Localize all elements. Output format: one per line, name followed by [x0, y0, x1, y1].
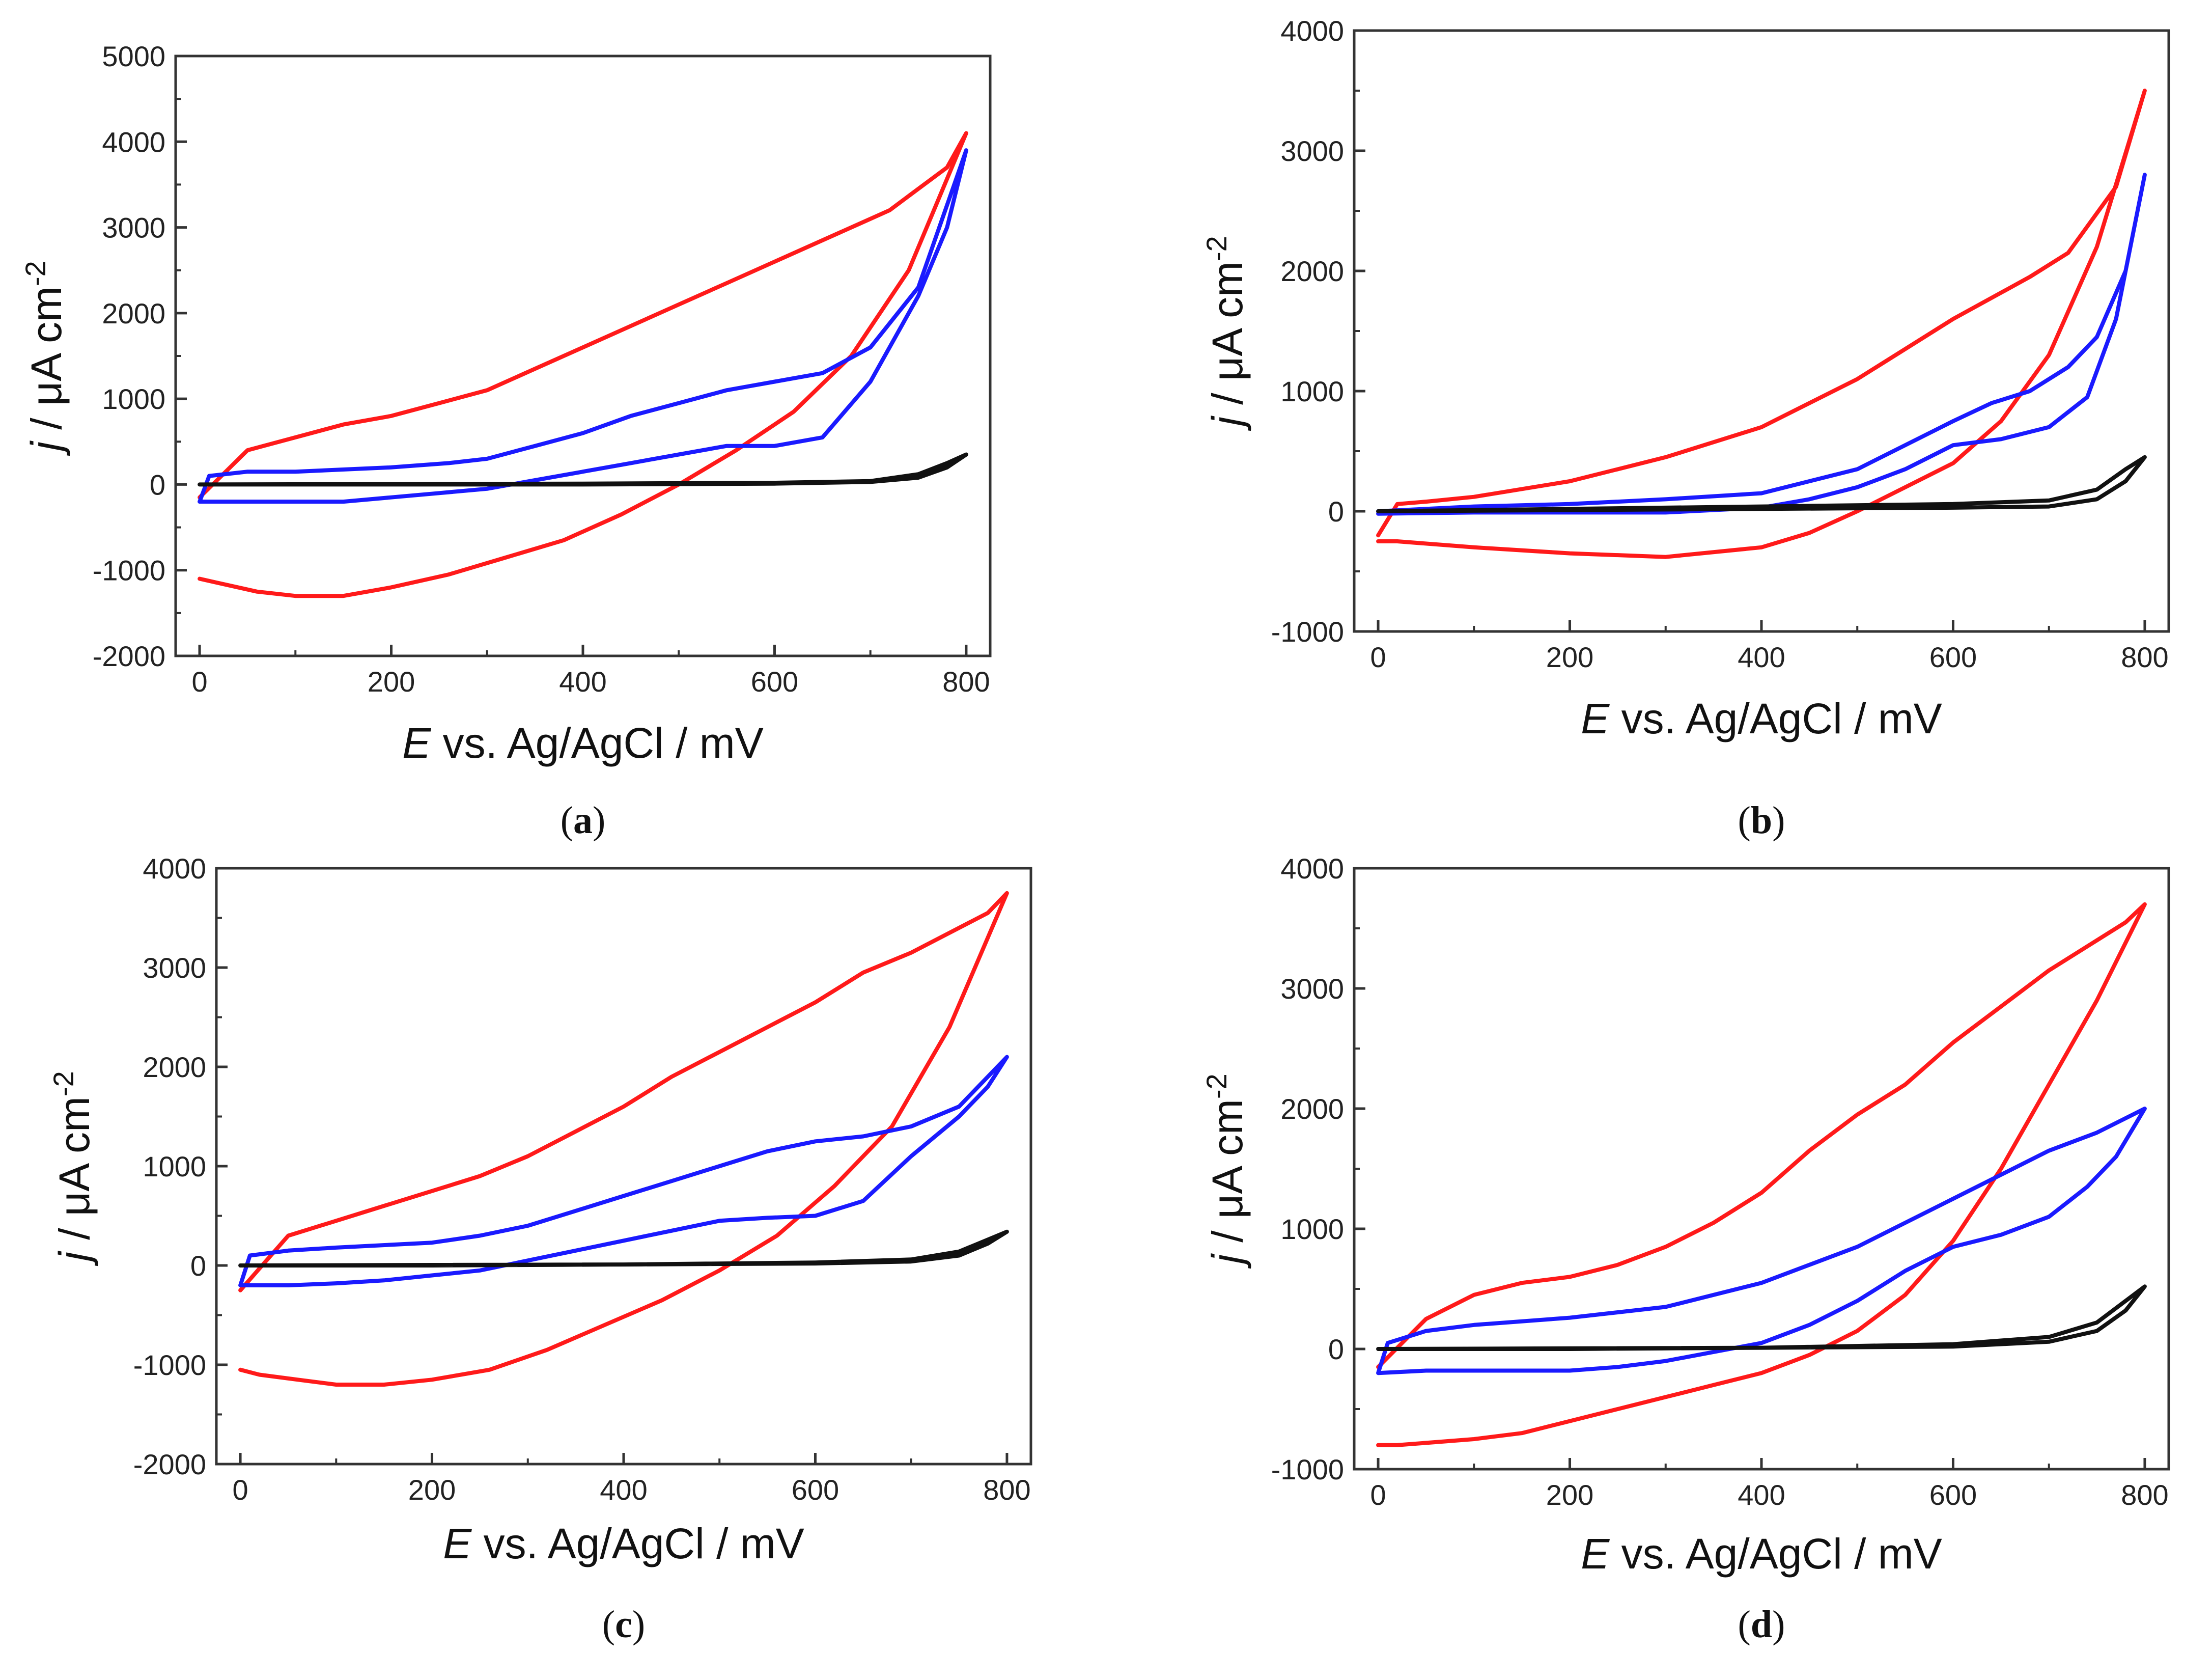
- plot-frame: [215, 867, 1032, 1466]
- plot-frame: [1353, 29, 2170, 633]
- x-axis-title: E vs. Ag/AgCl / mV: [1581, 695, 1942, 742]
- blue-cv-curve: [198, 148, 968, 504]
- panel-a: 0 200 400 600 800 -2000 -1000 0 1000 2000 3000 4000…: [19, 40, 992, 842]
- x-tick-label: 600: [792, 1474, 839, 1506]
- x-axis-title: E vs. Ag/AgCl / mV: [443, 1520, 804, 1567]
- axis-ticks: 0 200 400 600 800 -2000 -1000 0 1000 2000 3000 4000: [133, 852, 1031, 1506]
- panel-caption: (d): [1738, 1603, 1785, 1646]
- x-tick-label: 200: [1546, 641, 1593, 673]
- x-tick-label: 200: [1546, 1479, 1593, 1511]
- y-tick-label: 3000: [1280, 135, 1344, 167]
- y-tick-label: 3000: [102, 212, 165, 244]
- blue-cv-curve: [238, 1055, 1009, 1287]
- panel-caption: (c): [602, 1603, 645, 1646]
- axis-ticks: 0 200 400 600 800 -2000 -1000 0 1000 2000 3000 4000…: [93, 40, 990, 698]
- curves: [238, 891, 1009, 1387]
- y-tick-label: -1000: [93, 555, 165, 587]
- y-tick-label: -1000: [133, 1349, 206, 1381]
- plot-frame: [1353, 867, 2170, 1471]
- y-tick-label: -2000: [93, 640, 165, 672]
- x-axis-title: E vs. Ag/AgCl / mV: [1581, 1530, 1942, 1578]
- black-cv-curve: [1376, 1284, 2147, 1351]
- blue-cv-curve: [1376, 1107, 2147, 1375]
- y-tick-label: 3000: [143, 952, 206, 984]
- x-tick-label: 800: [2121, 1479, 2168, 1511]
- x-axis-title: E vs. Ag/AgCl / mV: [402, 719, 764, 767]
- black-cv-curve: [1376, 455, 2147, 513]
- y-tick-label: 4000: [143, 852, 206, 885]
- panel-c: 0 200 400 600 800 -2000 -1000 0 1000 2000 3000 4000…: [47, 852, 1032, 1646]
- panel-caption: (a): [561, 799, 606, 842]
- y-tick-label: 1000: [1280, 1213, 1344, 1245]
- blue-cv-curve: [1376, 173, 2147, 516]
- y-tick-label: 4000: [1280, 852, 1344, 885]
- x-tick-label: 0: [1370, 1479, 1386, 1511]
- panel-d: 0 200 400 600 800 -1000 0 1000 2000 3000 4000 E vs…: [1200, 852, 2170, 1646]
- panel-b: 0 200 400 600 800 -1000 0 1000 2000 3000 4000 E vs…: [1200, 15, 2170, 842]
- curves: [198, 131, 968, 598]
- x-tick-label: 800: [942, 666, 990, 698]
- red-cv-curve: [1376, 89, 2147, 559]
- red-cv-curve: [238, 891, 1009, 1387]
- panel-caption: (b): [1738, 799, 1785, 842]
- y-tick-label: 2000: [143, 1051, 206, 1083]
- black-cv-curve: [198, 452, 968, 487]
- y-tick-label: 1000: [143, 1150, 206, 1182]
- y-axis-title: j / μA cm-2: [1200, 1073, 1252, 1269]
- x-tick-label: 600: [1929, 641, 1977, 673]
- axis-ticks: 0 200 400 600 800 -1000 0 1000 2000 3000 4000: [1271, 15, 2169, 673]
- y-tick-label: 0: [190, 1250, 206, 1282]
- red-cv-curve: [198, 131, 968, 598]
- curves: [1376, 89, 2147, 559]
- x-tick-label: 200: [368, 666, 415, 698]
- x-tick-label: 0: [191, 666, 207, 698]
- y-tick-label: 2000: [1280, 255, 1344, 287]
- x-tick-label: 800: [983, 1474, 1030, 1506]
- y-axis-title: j / μA cm-2: [1200, 236, 1252, 431]
- x-tick-label: 600: [751, 666, 798, 698]
- x-tick-label: 600: [1929, 1479, 1977, 1511]
- y-tick-label: -1000: [1271, 616, 1344, 648]
- y-tick-label: 4000: [102, 126, 165, 158]
- y-tick-label: 0: [150, 469, 165, 501]
- y-tick-label: 0: [1328, 1333, 1344, 1365]
- plot-frame: [174, 54, 992, 657]
- y-tick-label: 4000: [1280, 15, 1344, 47]
- x-tick-label: 0: [1370, 641, 1386, 673]
- black-cv-curve: [238, 1229, 1009, 1268]
- curves: [1376, 902, 2147, 1447]
- x-tick-label: 0: [232, 1474, 248, 1506]
- x-tick-label: 400: [559, 666, 606, 698]
- y-tick-label: 1000: [102, 383, 165, 415]
- y-tick-label: -2000: [133, 1448, 206, 1480]
- y-tick-label: 2000: [1280, 1093, 1344, 1125]
- x-tick-label: 200: [408, 1474, 456, 1506]
- y-tick-label: 3000: [1280, 973, 1344, 1005]
- y-axis-title: j / μA cm-2: [47, 1071, 99, 1266]
- red-cv-curve: [1376, 902, 2147, 1447]
- x-tick-label: 800: [2121, 641, 2168, 673]
- y-tick-label: 0: [1328, 495, 1344, 528]
- x-tick-label: 400: [600, 1474, 647, 1506]
- x-tick-label: 400: [1738, 1479, 1785, 1511]
- y-tick-label: 1000: [1280, 375, 1344, 407]
- x-tick-label: 400: [1738, 641, 1785, 673]
- y-tick-label: -1000: [1271, 1453, 1344, 1485]
- axis-ticks: 0 200 400 600 800 -1000 0 1000 2000 3000 4000: [1271, 852, 2169, 1511]
- y-tick-label: 2000: [102, 297, 165, 329]
- y-axis-title: j / μA cm-2: [19, 261, 71, 456]
- y-tick-label: 5000: [102, 40, 165, 72]
